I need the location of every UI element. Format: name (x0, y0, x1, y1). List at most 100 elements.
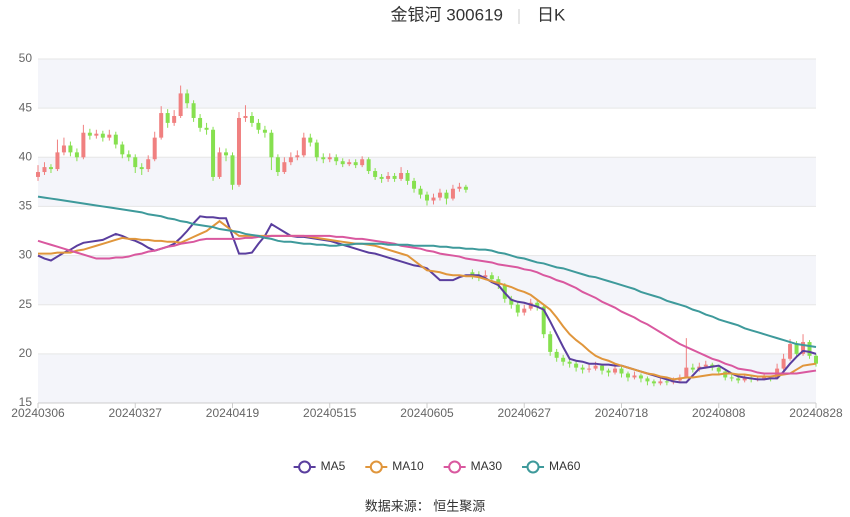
candle-body (211, 129, 216, 177)
candle-body (366, 159, 371, 172)
candle-body (684, 367, 689, 378)
candle-body (288, 157, 293, 163)
legend-marker (526, 460, 540, 474)
candle-body (638, 375, 643, 379)
candle-body (139, 167, 144, 170)
x-tick-label: 20240627 (498, 406, 552, 420)
candle-body (347, 162, 352, 165)
candle-body (185, 93, 190, 104)
candle-body (794, 344, 799, 354)
candle-body (100, 133, 105, 138)
candle-body (159, 113, 164, 138)
candle-body (42, 167, 47, 173)
candle-body (152, 137, 157, 160)
candle-body (198, 117, 203, 128)
y-tick-label: 20 (19, 346, 33, 360)
candle-body (172, 116, 177, 123)
candle-body (61, 145, 66, 153)
candle-body (262, 129, 267, 133)
candle-body (321, 157, 326, 160)
candle-body (282, 162, 287, 173)
candle-body (489, 275, 494, 280)
grid-band (38, 59, 816, 109)
legend-item[interactable]: MA30 (443, 459, 503, 474)
candle-body (74, 152, 79, 158)
legend: MA5 MA10 MA30 MA60 (293, 459, 581, 474)
x-tick-label: 20240828 (789, 406, 843, 420)
candle-body (658, 381, 663, 384)
legend-item[interactable]: MA60 (522, 459, 581, 474)
x-tick-label: 20240605 (400, 406, 454, 420)
candle-body (236, 117, 241, 185)
candle-body (386, 175, 391, 179)
candle-body (418, 188, 423, 195)
candle-body (353, 162, 358, 166)
candle-body (522, 308, 527, 313)
legend-label: MA30 (471, 459, 503, 473)
candle-body (444, 192, 449, 199)
y-tick-label: 50 (19, 51, 33, 65)
candle-body (256, 122, 261, 130)
candle-body (36, 172, 40, 177)
candle-body (301, 137, 306, 156)
candle-body (295, 155, 300, 158)
candle-body (703, 364, 708, 367)
legend-item[interactable]: MA10 (365, 459, 424, 474)
candle-body (87, 132, 92, 136)
candle-body (541, 306, 546, 335)
candle-body (548, 334, 553, 352)
candle-body (412, 180, 417, 189)
legend-label: MA5 (321, 459, 346, 473)
candle-body (619, 368, 624, 374)
legend-label: MA60 (549, 459, 581, 473)
chart-period: 日K (537, 5, 566, 24)
candle-body (470, 272, 475, 276)
candle-body (405, 173, 410, 181)
candle-body (230, 155, 235, 185)
candle-body (165, 113, 170, 123)
candle-body (94, 133, 99, 136)
candle-body (204, 127, 209, 130)
grid-band (38, 255, 816, 305)
y-tick-label: 30 (19, 248, 33, 262)
legend-marker (369, 460, 383, 474)
legend-item[interactable]: MA5 (293, 459, 346, 474)
candle-body (554, 351, 559, 358)
candle-body (243, 116, 248, 118)
candle-body (308, 137, 313, 143)
candle-body (736, 378, 741, 381)
x-tick-label: 20240419 (206, 406, 260, 420)
candle-body (664, 381, 669, 383)
candle-body (178, 93, 183, 117)
grid-band (38, 353, 816, 403)
candle-body (690, 367, 695, 370)
candle-body (645, 378, 650, 382)
candle-body (314, 142, 319, 158)
candle-body (334, 157, 339, 162)
candle-body (327, 157, 332, 160)
candle-body (120, 144, 125, 155)
x-tick-label: 20240515 (303, 406, 357, 420)
candle-body (509, 298, 514, 305)
candle-body (567, 361, 572, 364)
candle-body (68, 145, 73, 153)
candle-body (651, 381, 656, 384)
candle-body (788, 344, 793, 359)
candle-body (340, 161, 345, 165)
candle-body (587, 368, 592, 370)
candle-body (762, 377, 767, 379)
candle-body (600, 365, 605, 371)
ma-line (38, 219, 817, 381)
candle-body (392, 175, 397, 179)
legend-marker (448, 460, 462, 474)
candle-body (249, 116, 254, 123)
candle-body (113, 134, 118, 145)
candle-body (126, 154, 131, 158)
candle-body (360, 159, 365, 166)
candle-body (781, 358, 786, 369)
candle-body (217, 152, 222, 177)
ma-line (37, 234, 817, 375)
candle-body (81, 132, 86, 158)
candle-body (483, 275, 488, 278)
candle-body (515, 304, 520, 313)
